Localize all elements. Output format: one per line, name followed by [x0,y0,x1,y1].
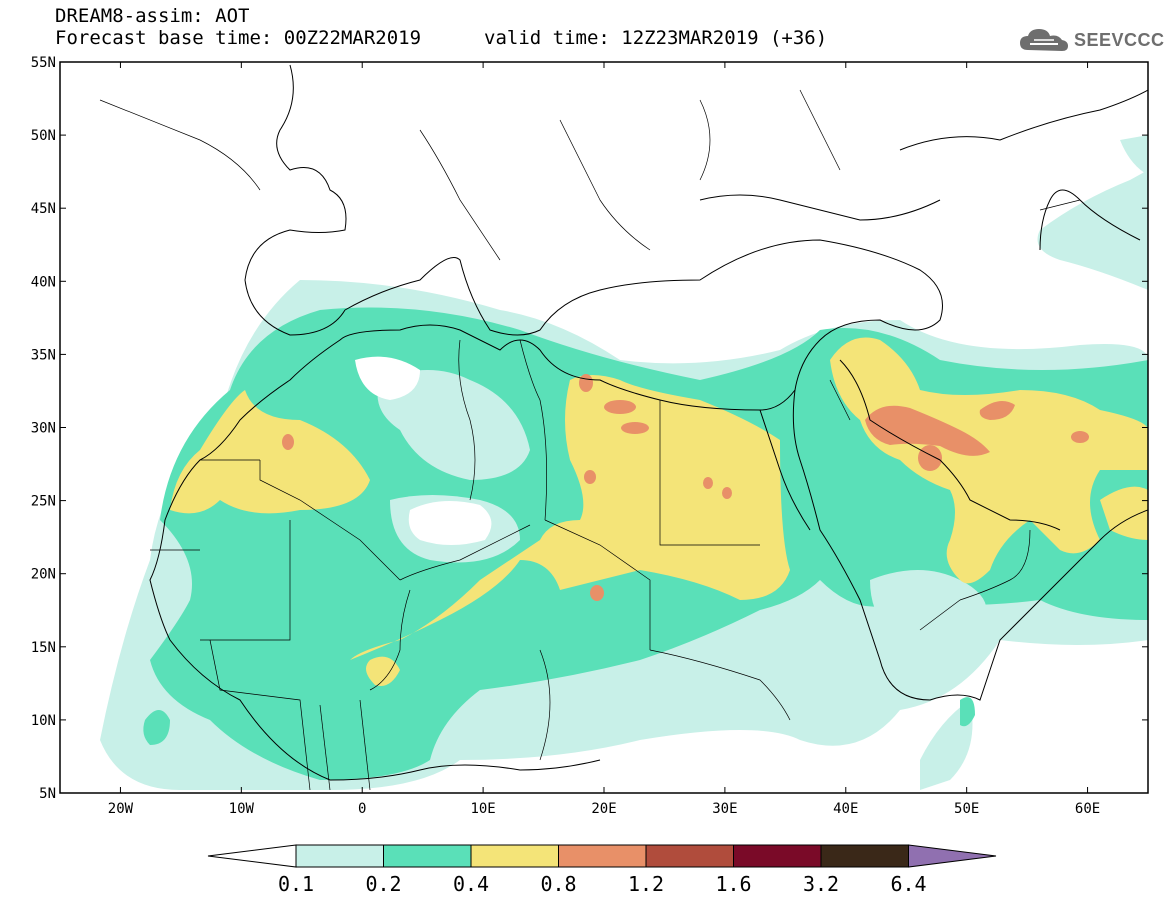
x-tick-label: 10E [470,801,495,817]
legend-under-arrow [207,844,297,868]
legend-swatch [470,844,559,868]
x-tick-label: 50E [954,801,979,817]
legend-level-label: 1.6 [715,872,751,896]
valid-time: valid time: 12Z23MAR2019 (+36) [484,27,828,49]
y-tick-label: 55N [31,55,56,71]
y-axis: 55N 50N 45N 40N 35N 30N 25N 20N 15N 10N 5N [31,55,1148,802]
y-tick-label: 30N [31,421,56,437]
seevccc-logo: SEEVCCC [1018,26,1165,54]
y-tick-label: 5N [39,786,56,802]
legend-swatch [645,844,734,868]
aot-legend: 0.1 0.2 0.4 0.8 1.2 1.6 3.2 6.4 [207,844,997,896]
aot-field [60,62,1148,793]
legend-level-label: 3.2 [803,872,839,896]
x-axis: 20W 10W 0 10E 20E 30E 40E 50E 60E [108,62,1100,817]
x-tick-label: 0 [358,801,366,817]
legend-level-label: 0.1 [278,872,314,896]
y-tick-label: 35N [31,347,56,363]
forecast-base-time: Forecast base time: 00Z22MAR2019 [55,27,422,49]
country-borders [99,89,1081,791]
legend-level-label: 1.2 [628,872,664,896]
x-tick-label: 60E [1075,801,1100,817]
legend-swatch [383,844,472,868]
legend-level-label: 0.4 [453,872,489,896]
y-tick-label: 20N [31,567,56,583]
aot-clear-areas [355,356,492,545]
legend-level-label: 0.8 [540,872,576,896]
legend-swatch [295,844,384,868]
x-tick-label: 30E [712,801,737,817]
y-tick-label: 10N [31,713,56,729]
logo-text: SEEVCCC [1074,29,1165,50]
x-tick-label: 10W [229,801,255,817]
legend-over-arrow [908,844,997,868]
product-title: DREAM8-assim: AOT [55,5,250,27]
coastlines [149,64,1148,781]
legend-swatch [820,844,909,868]
x-tick-label: 20E [591,801,616,817]
y-tick-label: 25N [31,494,56,510]
cloud-icon [1020,29,1068,51]
y-tick-label: 50N [31,128,56,144]
legend-level-label: 6.4 [890,872,926,896]
legend-swatch [558,844,647,868]
legend-level-label: 0.2 [365,872,401,896]
y-tick-label: 15N [31,640,56,656]
y-tick-label: 45N [31,201,56,217]
legend-swatch [733,844,822,868]
x-tick-label: 20W [108,801,134,817]
aot-contour-0.4 [170,337,1148,686]
x-tick-label: 40E [833,801,858,817]
y-tick-label: 40N [31,274,56,290]
